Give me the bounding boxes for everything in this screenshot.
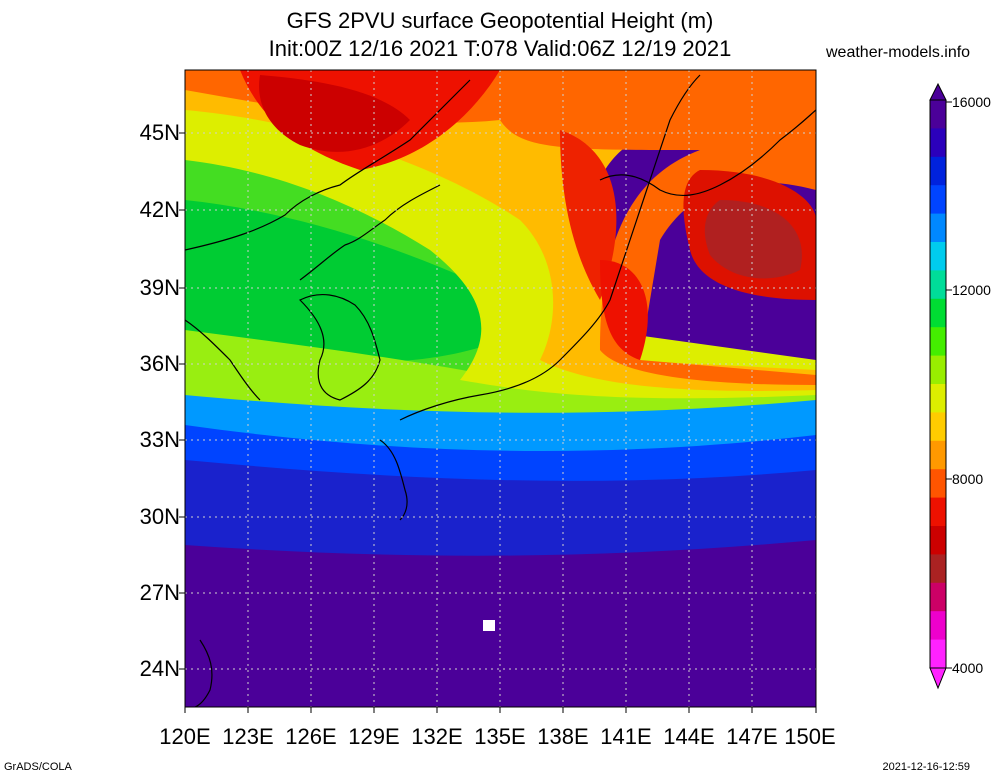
lat-label: 30N — [139, 504, 180, 529]
colorbar-label: 8000 — [952, 471, 984, 487]
lon-label: 120E — [159, 724, 211, 749]
lon-label: 141E — [600, 724, 652, 749]
lat-label: 33N — [139, 427, 180, 452]
colorbar-cell — [930, 582, 946, 612]
grid-lines — [185, 70, 816, 707]
colorbar-cell — [930, 270, 946, 300]
lon-label: 126E — [285, 724, 337, 749]
colorbar-cell — [930, 526, 946, 555]
colorbar-cell — [930, 384, 946, 413]
axis-ticks — [179, 132, 817, 713]
lon-label: 150E — [784, 724, 836, 749]
colorbar-cell — [930, 639, 946, 669]
colorbar-cell — [930, 611, 946, 641]
colorbar-cell — [930, 100, 946, 129]
colorbar-cell — [930, 213, 946, 243]
colorbar-cell — [930, 497, 946, 527]
colorbar-cell — [930, 156, 946, 186]
colorbar-cell — [930, 327, 946, 357]
colorbar-cell — [930, 355, 946, 385]
colorbar-cell — [930, 128, 946, 158]
lat-label: 27N — [139, 580, 180, 605]
colorbar-cell — [930, 469, 946, 499]
lat-label: 45N — [139, 120, 180, 145]
colorbar-label: 12000 — [952, 282, 991, 298]
generated-timestamp: 2021-12-16-12:59 — [882, 761, 970, 773]
chart-subtitle: Init:00Z 12/16 2021 T:078 Valid:06Z 12/1… — [268, 36, 732, 61]
lat-label: 36N — [139, 351, 180, 376]
software-credit: GrADS/COLA — [4, 761, 72, 773]
colorbar-cell — [930, 242, 946, 271]
chart-title: GFS 2PVU surface Geopotential Height (m) — [286, 8, 714, 33]
colorbar-cell — [930, 298, 946, 328]
colorbar-cell — [930, 554, 946, 584]
colorbar-cell — [930, 412, 946, 442]
lon-label: 132E — [411, 724, 463, 749]
lon-label: 129E — [348, 724, 400, 749]
lat-label: 42N — [139, 197, 180, 222]
colorbar-label: 16000 — [952, 94, 991, 110]
colorbar — [929, 82, 952, 690]
lon-label: 147E — [726, 724, 778, 749]
colorbar-cell — [930, 440, 946, 470]
colorbar-bottom-arrow — [929, 667, 947, 690]
lon-label: 135E — [474, 724, 526, 749]
lat-label: 24N — [139, 656, 180, 681]
site-watermark: weather-models.info — [826, 44, 971, 61]
colorbar-top-arrow — [929, 82, 947, 101]
lat-label: 39N — [139, 275, 180, 300]
lon-label: 138E — [537, 724, 589, 749]
colorbar-cell — [930, 185, 946, 215]
colorbar-label: 4000 — [952, 660, 984, 676]
lon-label: 144E — [663, 724, 715, 749]
lon-label: 123E — [222, 724, 274, 749]
